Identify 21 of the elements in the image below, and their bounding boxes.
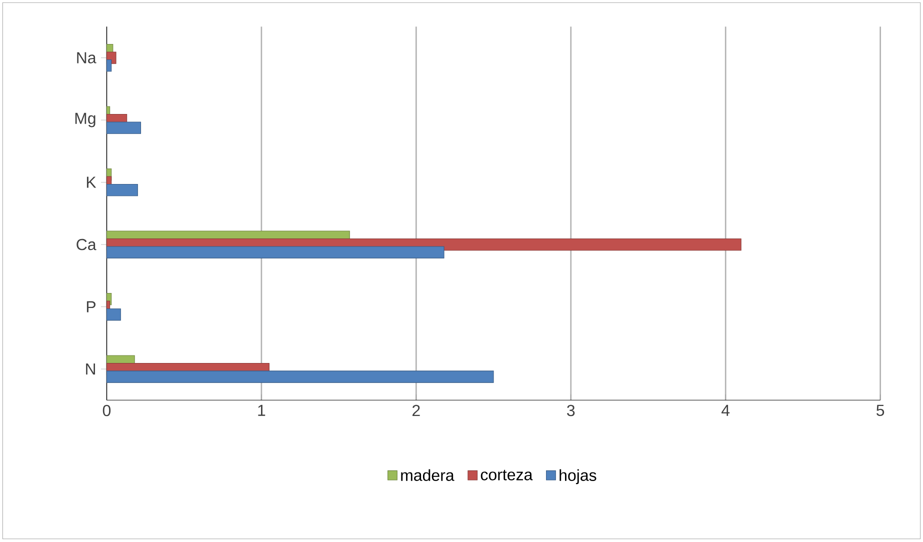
legend-label: madera (401, 469, 454, 482)
bar (106, 246, 444, 259)
y-tick-label: P (86, 302, 96, 313)
y-tick-label: K (86, 177, 96, 188)
y-tick-label: Mg (75, 113, 96, 128)
x-tick-label: 4 (722, 405, 730, 416)
y-tick-label: N (86, 364, 95, 375)
x-tick-label: 1 (258, 405, 266, 416)
x-tick-label: 3 (567, 405, 575, 416)
bar (106, 122, 142, 134)
legend-label: hojas (560, 469, 596, 484)
legend-label: corteza (480, 470, 533, 481)
bar (106, 60, 112, 72)
bar (106, 308, 121, 321)
y-tick-label: Ca (76, 239, 96, 250)
x-tick-label: 2 (412, 405, 420, 416)
x-tick-label: 0 (102, 405, 111, 416)
x-tick-label: 5 (876, 405, 884, 416)
y-tick-label: Na (77, 52, 96, 64)
bar (106, 370, 494, 384)
bar (106, 184, 138, 196)
